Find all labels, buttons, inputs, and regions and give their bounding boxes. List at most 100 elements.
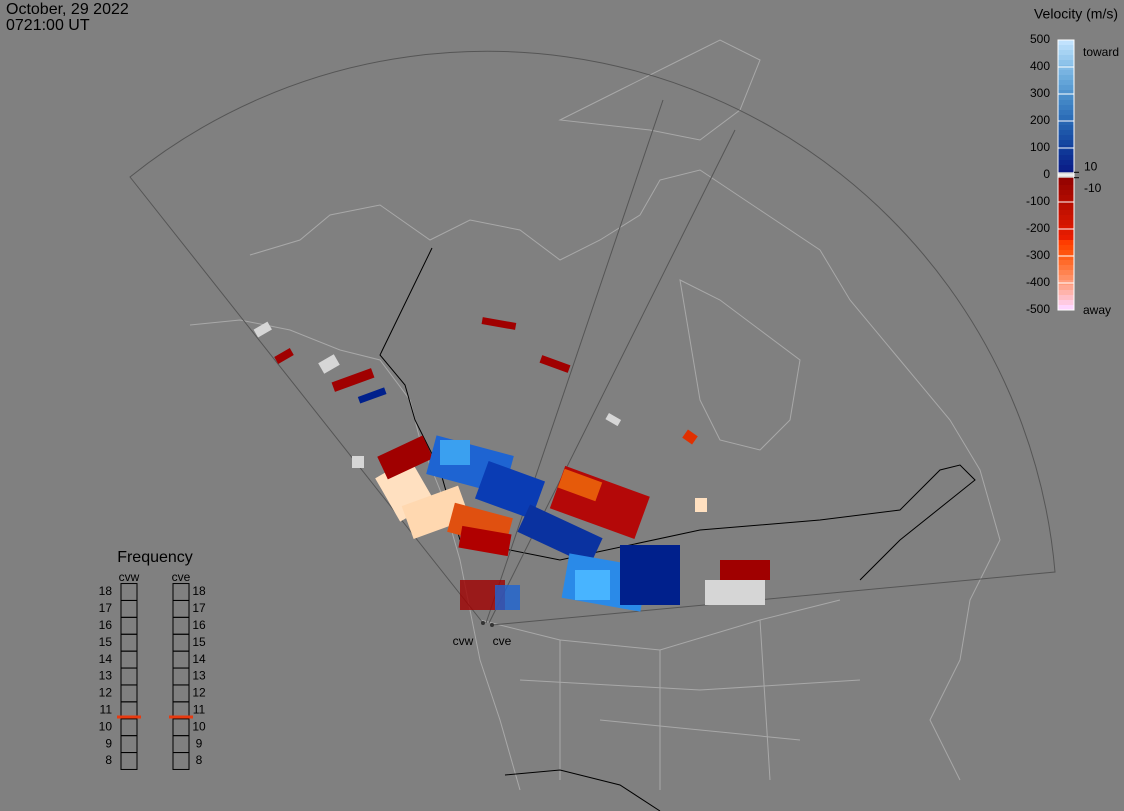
colorbar-cell — [1058, 300, 1074, 306]
frequency-tick-label: 14 — [99, 652, 113, 666]
frequency-cell — [172, 752, 190, 770]
colorbar-cell — [1058, 115, 1074, 121]
colorbar-cell — [1058, 220, 1074, 226]
frequency-title: Frequency — [117, 549, 193, 566]
frequency-tick-label: 12 — [99, 686, 113, 700]
toward-label: toward — [1083, 45, 1119, 59]
colorbar-cell — [1058, 55, 1074, 61]
colorbar-cell — [1058, 245, 1074, 251]
colorbar-tick-label: -100 — [1026, 194, 1050, 208]
colorbar-tick-label: 100 — [1030, 140, 1050, 154]
frequency-tick-label: 13 — [192, 669, 206, 683]
colorbar-cell — [1058, 120, 1074, 126]
colorbar-cell — [1058, 75, 1074, 81]
colorbar-cell — [1058, 200, 1074, 206]
frequency-tick-label: 18 — [99, 584, 113, 598]
colorbar-cell — [1058, 215, 1074, 221]
frequency-tick-label: 9 — [196, 736, 203, 750]
colorbar-tick-label: 0 — [1043, 167, 1050, 181]
colorbar-tick-label: -300 — [1026, 248, 1050, 262]
frequency-tick-label: 13 — [99, 669, 113, 683]
frequency-tick-label: 15 — [99, 635, 113, 649]
radar-echoes — [253, 317, 770, 612]
colorbar-tick-label: -500 — [1026, 302, 1050, 316]
frequency-tick-label: 11 — [100, 702, 113, 716]
time: 0721:00 UT — [6, 17, 90, 34]
colorbar-cell — [1058, 225, 1074, 231]
colorbar-cell — [1058, 295, 1074, 301]
colorbar-cell — [1058, 90, 1074, 96]
colorbar-cell — [1058, 240, 1074, 246]
colorbar-tick-label: 500 — [1030, 32, 1050, 46]
frequency-tick-label: 11 — [193, 702, 206, 716]
colorbar-cell — [1058, 205, 1074, 211]
colorbar-cell — [1058, 230, 1074, 236]
frequency-tick-label: 12 — [192, 686, 206, 700]
station-cve — [490, 623, 494, 627]
frequency-tick-label: 17 — [192, 601, 206, 615]
colorbar-cell — [1058, 135, 1074, 141]
radar-name: cvw — [119, 570, 140, 584]
colorbar-cell — [1058, 270, 1074, 276]
colorbar-cell — [1058, 250, 1074, 256]
frequency-tick-label: 16 — [99, 618, 113, 632]
colorbar-cell — [1058, 290, 1074, 296]
colorbar-cell — [1058, 40, 1074, 46]
colorbar-cell — [1058, 45, 1074, 51]
frequency-panel: cvw18171615141312111098cve18171615141312… — [99, 570, 206, 770]
colorbar-cell — [1058, 100, 1074, 106]
frequency-tick-label: 9 — [105, 736, 112, 750]
field-of-view — [129, 50, 1056, 626]
frequency-tick-label: 10 — [192, 719, 206, 733]
frequency-tick-label: 18 — [192, 584, 206, 598]
colorbar-cell — [1058, 105, 1074, 111]
colorbar-inner-label: -10 — [1084, 181, 1102, 195]
velocity-title: Velocity (m/s) — [1034, 6, 1118, 22]
coastlines — [189, 39, 1001, 791]
colorbar-cell — [1058, 305, 1074, 311]
colorbar-tick-label: -200 — [1026, 221, 1050, 235]
colorbar-cell — [1058, 130, 1074, 136]
colorbar-cell — [1058, 150, 1074, 156]
station-label: cve — [493, 634, 512, 648]
colorbar-tick-label: 300 — [1030, 86, 1050, 100]
colorbar: 500 400 300 200 100 0 -100 -200 -300 -400 -500 10 -1… — [1026, 32, 1102, 316]
colorbar-cell — [1058, 275, 1074, 281]
colorbar-cell — [1058, 165, 1074, 171]
station-cvw — [481, 621, 485, 625]
away-label: away — [1083, 303, 1111, 317]
colorbar-cell — [1058, 80, 1074, 86]
colorbar-tick-label: 400 — [1030, 59, 1050, 73]
frequency-tick-label: 15 — [192, 635, 206, 649]
colorbar-cell — [1058, 190, 1074, 196]
frequency-tick-label: 10 — [99, 719, 113, 733]
colorbar-cell — [1058, 255, 1074, 261]
colorbar-inner-label: 10 — [1084, 159, 1098, 173]
colorbar-cell — [1058, 160, 1074, 166]
frequency-tick-label: 16 — [192, 618, 206, 632]
colorbar-cell — [1058, 195, 1074, 201]
colorbar-cell — [1058, 60, 1074, 66]
colorbar-cell — [1058, 155, 1074, 161]
colorbar-cell — [1058, 180, 1074, 186]
colorbar-cell — [1058, 50, 1074, 56]
colorbar-cell — [1058, 260, 1074, 266]
colorbar-cell — [1058, 95, 1074, 101]
colorbar-tick-label: 200 — [1030, 113, 1050, 127]
colorbar-cell — [1058, 85, 1074, 91]
frequency-tick-label: 14 — [192, 652, 206, 666]
frequency-tick-label: 17 — [99, 601, 113, 615]
colorbar-cell — [1058, 235, 1074, 241]
colorbar-tick-label: -400 — [1026, 275, 1050, 289]
date: October, 29 2022 — [6, 1, 129, 18]
colorbar-cell — [1058, 65, 1074, 71]
frequency-tick-label: 8 — [196, 753, 203, 767]
colorbar-cell — [1058, 265, 1074, 271]
colorbar-cell — [1058, 175, 1074, 181]
colorbar-cell — [1058, 210, 1074, 216]
colorbar-cell — [1058, 110, 1074, 116]
colorbar-cell — [1058, 285, 1074, 291]
frequency-tick-label: 8 — [105, 753, 112, 767]
